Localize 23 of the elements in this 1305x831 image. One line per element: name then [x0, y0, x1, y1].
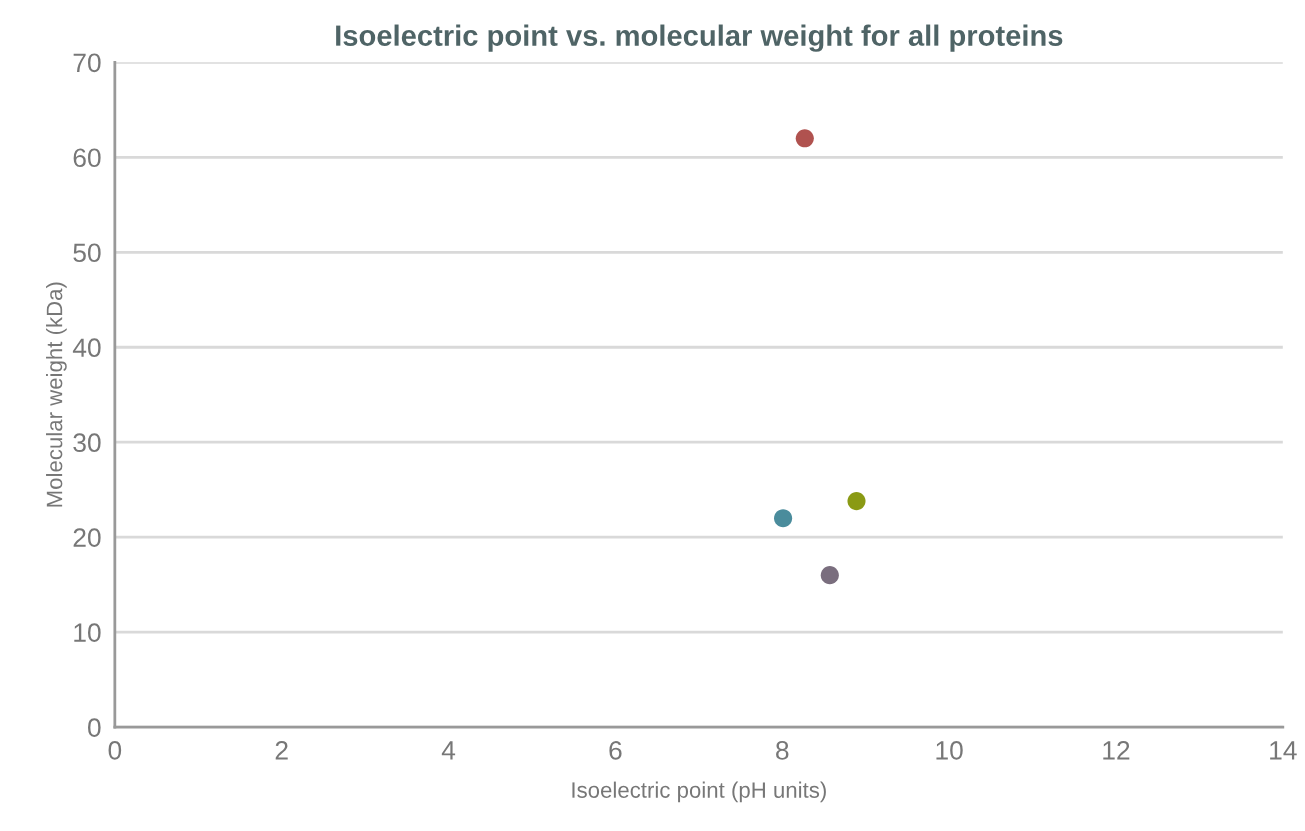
chart-title: Isoelectric point vs. molecular weight for all proteins	[336, 24, 1063, 52]
x-tick-label: 0	[108, 741, 122, 760]
y-tick-label: 50	[73, 243, 101, 263]
x-tick-label: 4	[441, 741, 456, 760]
y-tick-label: 0	[88, 718, 101, 737]
y-tick-label: 40	[72, 338, 101, 358]
x-tick-label: 10	[936, 741, 963, 760]
x-tick-label: 8	[776, 741, 789, 760]
y-tick-label: 60	[73, 148, 101, 168]
point	[820, 566, 839, 585]
x-axis-title: Isoelectric point (pH units)	[572, 781, 826, 803]
y-tick-label: 30	[73, 433, 101, 453]
point	[795, 129, 814, 148]
point	[774, 509, 793, 528]
y-axis-title: Molecular weight (kDa)	[46, 282, 67, 507]
y-tick-label: 10	[74, 623, 101, 642]
x-tick-label: 2	[275, 741, 288, 760]
y-tick-label: 20	[73, 528, 101, 547]
x-tick-label: 12	[1103, 741, 1130, 760]
x-tick-label: 6	[609, 741, 622, 760]
y-tick-label: 70	[73, 53, 101, 73]
x-tick-label: 14	[1270, 741, 1297, 760]
point	[847, 492, 866, 511]
